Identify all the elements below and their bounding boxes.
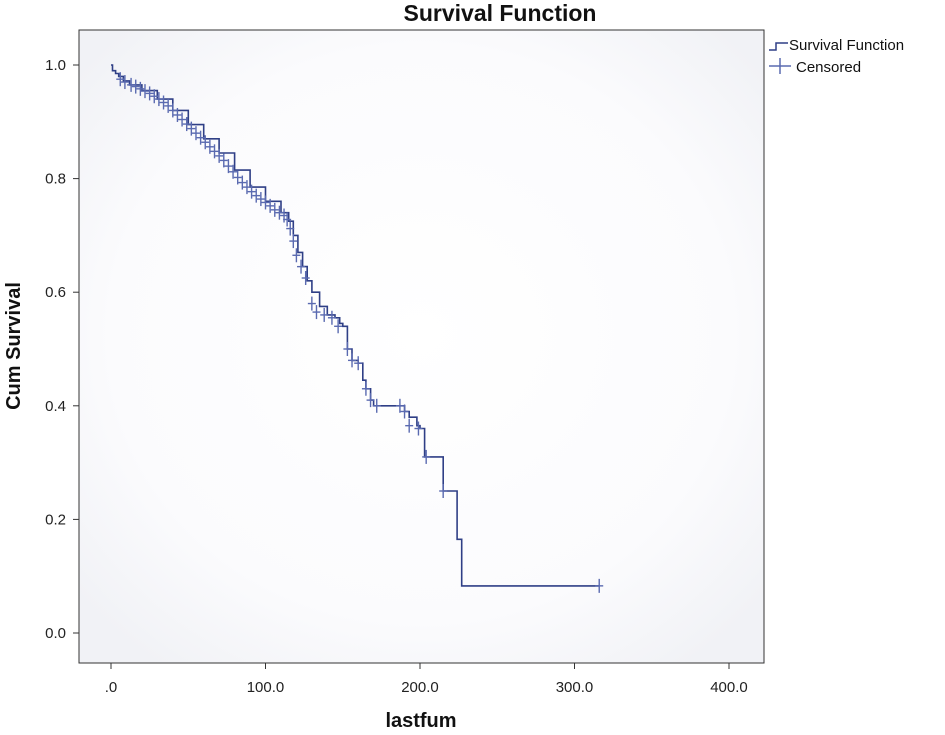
censored-marker	[297, 259, 306, 274]
legend: Survival Function Censored	[769, 37, 904, 76]
censored-marker	[136, 81, 145, 96]
censored-marker	[201, 135, 210, 150]
censored-marker	[343, 342, 352, 356]
censored-marker	[116, 72, 125, 87]
legend-survival-function-icon	[769, 42, 788, 51]
censored-marker	[131, 79, 140, 94]
censored-marker	[182, 117, 191, 132]
censored-marker	[372, 398, 381, 413]
censored-marker	[400, 404, 409, 419]
censored-marker	[266, 198, 275, 213]
censored-marker	[145, 86, 154, 101]
y-axis-title: Cum Survival	[3, 282, 25, 410]
x-tick-label: 200.0	[401, 679, 439, 696]
censored-marker	[283, 212, 292, 227]
x-tick-label: 300.0	[556, 679, 594, 696]
survival-function-line	[111, 64, 600, 587]
censored-marker	[224, 159, 233, 174]
censored-marker	[301, 271, 310, 285]
censored-marker	[164, 98, 173, 113]
censored-marker	[361, 381, 370, 396]
y-tick-label: 0.6	[45, 284, 66, 301]
x-tick-label: 100.0	[247, 679, 285, 696]
censored-marker	[191, 126, 200, 141]
censored-marker	[256, 192, 265, 207]
censored-marker	[210, 144, 219, 159]
censored-marker	[270, 202, 279, 217]
censored-marker	[261, 195, 270, 210]
censored-marker	[127, 77, 136, 92]
legend-survival-function-label: Survival Function	[789, 37, 904, 54]
censored-marker	[120, 75, 129, 90]
censored-marker	[354, 356, 363, 371]
censored-marker	[159, 95, 168, 110]
censored-marker	[334, 319, 343, 334]
x-axis-title: lastfum	[385, 710, 456, 732]
censored-marker	[233, 170, 242, 185]
y-tick-label: 1.0	[45, 57, 66, 74]
censored-marker	[439, 484, 448, 498]
chart-title: Survival Function	[404, 0, 597, 26]
censored-marker	[286, 221, 295, 236]
censored-marker	[247, 184, 256, 199]
plot-area	[78, 29, 765, 664]
censored-marker	[178, 112, 187, 127]
censored-marker	[229, 164, 238, 179]
y-tick-label: 0.4	[45, 398, 66, 415]
y-tick-label: 0.2	[45, 511, 66, 528]
censored-marker	[312, 305, 321, 320]
censored-marker	[595, 578, 604, 593]
y-tick-label: 0.8	[45, 171, 66, 188]
legend-censored-label: Censored	[796, 59, 861, 76]
censored-marker	[320, 307, 329, 322]
censored-marker	[405, 418, 414, 433]
censored-marker	[154, 92, 163, 107]
x-tick-label: .0	[105, 679, 118, 696]
series-layer	[111, 64, 604, 593]
censored-marker	[289, 234, 298, 249]
x-axis: .0 100.0 200.0 300.0 400.0	[105, 663, 748, 696]
censored-marker	[205, 139, 214, 154]
censored-marker	[422, 449, 431, 464]
censored-marker	[215, 148, 224, 163]
censored-marker	[275, 205, 284, 220]
censored-marker	[196, 130, 205, 145]
censored-marker	[292, 248, 301, 263]
censored-marker	[327, 310, 336, 325]
censored-marker	[252, 188, 261, 203]
y-axis: 0.0 0.2 0.4 0.6 0.8 1.0	[45, 57, 79, 642]
censored-marker	[187, 121, 196, 136]
censored-marker	[348, 353, 357, 368]
censored-marker	[238, 175, 247, 190]
censored-marker	[414, 421, 423, 436]
censored-marker	[168, 103, 177, 118]
censored-marker	[366, 393, 375, 408]
censored-marker	[173, 107, 182, 122]
censored-marker	[395, 398, 404, 413]
censored-marker	[242, 180, 251, 195]
x-tick-label: 400.0	[710, 679, 748, 696]
censored-marker	[140, 84, 149, 99]
censored-marker	[307, 296, 316, 311]
censored-marker	[150, 89, 159, 104]
y-tick-label: 0.0	[45, 625, 66, 642]
censored-marker	[219, 153, 228, 168]
